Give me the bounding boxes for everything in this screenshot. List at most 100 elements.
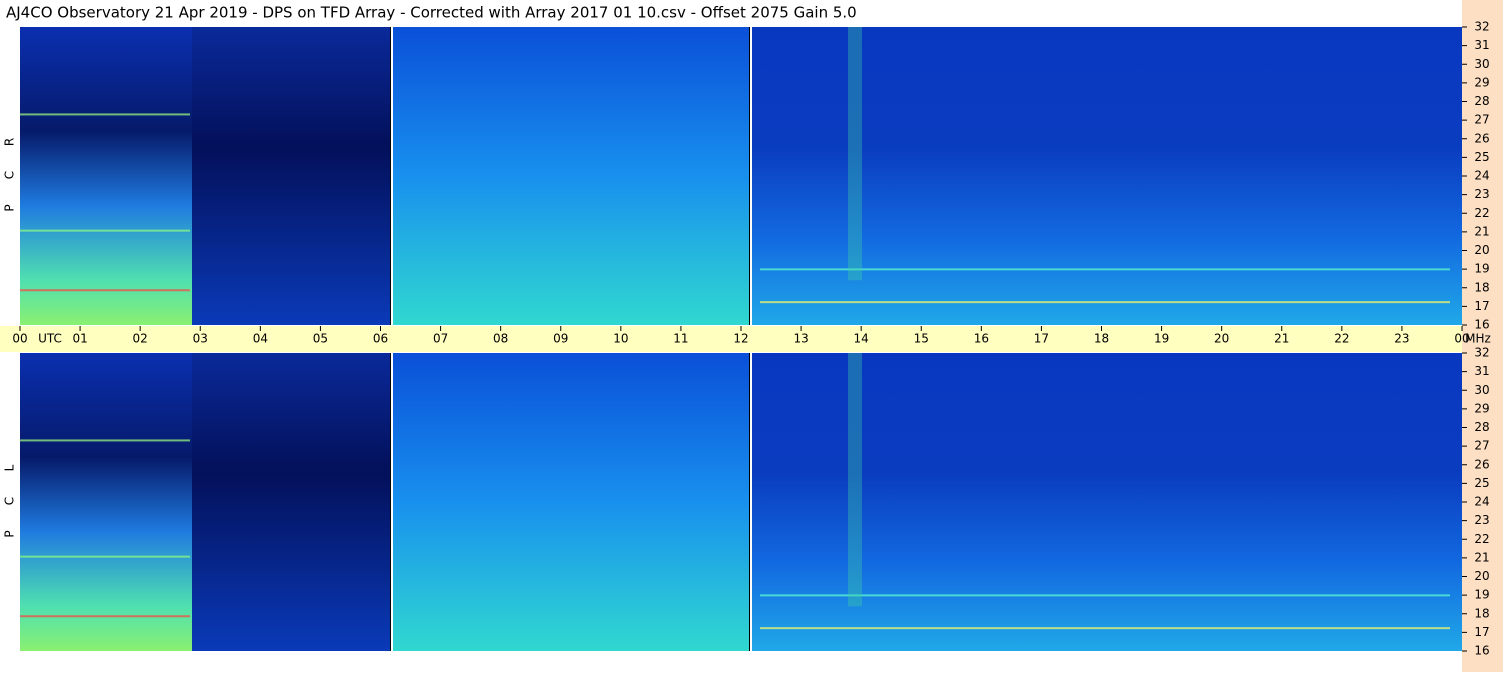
time-tick-label: 17 [1034,332,1049,346]
freq-tick-label: 24 [1474,495,1489,509]
gap [749,353,752,651]
channel-label: L [3,464,17,471]
freq-tick-label: 16 [1474,644,1489,658]
axes: R C P 16 17 18 19 20 21 22 23 24 25 26 27 28 29 30 31 32 L C P… [3,20,1491,658]
freq-tick-label: 29 [1474,401,1489,415]
time-tick-label: 22 [1334,332,1349,346]
emission-band [760,301,1450,304]
time-tick-label: 09 [553,332,568,346]
time-tick-label: 00 [1454,332,1469,346]
heatmap-segment [752,353,1462,651]
panels [20,27,1462,651]
heatmap-segment [20,353,192,651]
freq-tick-label: 17 [1474,299,1489,313]
time-tick-label: 11 [673,332,688,346]
freq-tick-label: 31 [1474,364,1489,378]
time-tick-label: 06 [373,332,388,346]
gap [749,27,752,325]
freq-tick-label: 28 [1474,94,1489,108]
gap-edge [749,353,750,651]
time-tick-label: 19 [1154,332,1169,346]
time-tick-label: 15 [914,332,929,346]
freq-tick-label: 32 [1474,346,1489,360]
freq-tick-label: 23 [1474,513,1489,527]
freq-tick-label: 30 [1474,57,1489,71]
emission-band [760,627,1450,630]
time-tick-label: 20 [1214,332,1229,346]
time-tick-label: 18 [1094,332,1109,346]
time-tick-label: 07 [433,332,448,346]
emission-band [20,615,190,618]
emission-band [20,113,190,116]
time-tick-label: 04 [253,332,268,346]
channel-label: P [3,204,17,211]
heatmap-segment [752,27,1462,325]
freq-tick-label: 28 [1474,420,1489,434]
freq-tick-label: 25 [1474,476,1489,490]
heatmap-segment [192,353,390,651]
freq-tick-label: 20 [1474,243,1489,257]
channel-label: R [3,138,17,146]
time-tick-label: 10 [613,332,628,346]
channel-label: C [3,171,17,179]
freq-tick-label: 26 [1474,131,1489,145]
time-tick-label: 14 [854,332,869,346]
time-tick-label: 13 [793,332,808,346]
time-tick-label: 05 [313,332,328,346]
freq-axis-bg [1462,0,1503,672]
gap-edge [390,27,391,325]
emission-band [20,289,190,292]
time-tick-label: 08 [493,332,508,346]
utc-label: UTC [38,332,62,346]
time-tick-label: 02 [133,332,148,346]
time-tick-label: 00 [12,332,27,346]
channel-label: C [3,497,17,505]
channel-label: P [3,530,17,537]
freq-tick-label: 26 [1474,457,1489,471]
freq-tick-label: 19 [1474,588,1489,602]
heatmap-segment [393,353,749,651]
freq-tick-label: 31 [1474,38,1489,52]
freq-tick-label: 22 [1474,206,1489,220]
freq-tick-label: 23 [1474,187,1489,201]
gap [390,27,393,325]
emission-band [20,555,190,558]
time-tick-label: 23 [1394,332,1409,346]
heatmap-segment [393,27,749,325]
title: AJ4CO Observatory 21 Apr 2019 - DPS on T… [6,4,857,22]
emission-band [20,229,190,232]
freq-tick-label: 20 [1474,569,1489,583]
emission-band [760,268,1450,271]
time-tick-label: 21 [1274,332,1289,346]
freq-tick-label: 18 [1474,280,1489,294]
freq-tick-label: 18 [1474,606,1489,620]
freq-tick-label: 32 [1474,20,1489,34]
unit-label: MHz [1465,332,1491,346]
freq-tick-label: 19 [1474,262,1489,276]
freq-tick-label: 21 [1474,550,1489,564]
gap-edge [390,353,391,651]
freq-tick-label: 27 [1474,439,1489,453]
freq-tick-label: 29 [1474,75,1489,89]
freq-tick-label: 30 [1474,383,1489,397]
interference-column [848,27,862,281]
time-tick-label: 01 [72,332,87,346]
heatmap-segment [20,27,192,325]
gap [390,353,393,651]
freq-tick-label: 16 [1474,318,1489,332]
emission-band [760,594,1450,597]
time-tick-label: 16 [974,332,989,346]
freq-tick-label: 21 [1474,224,1489,238]
time-axis-bg [0,326,1462,352]
freq-tick-label: 27 [1474,113,1489,127]
time-tick-label: 03 [193,332,208,346]
interference-column [848,353,862,607]
freq-tick-label: 17 [1474,625,1489,639]
emission-band [20,439,190,442]
heatmap-segment [192,27,390,325]
freq-tick-label: 24 [1474,169,1489,183]
freq-tick-label: 22 [1474,532,1489,546]
freq-tick-label: 25 [1474,150,1489,164]
time-tick-label: 12 [733,332,748,346]
